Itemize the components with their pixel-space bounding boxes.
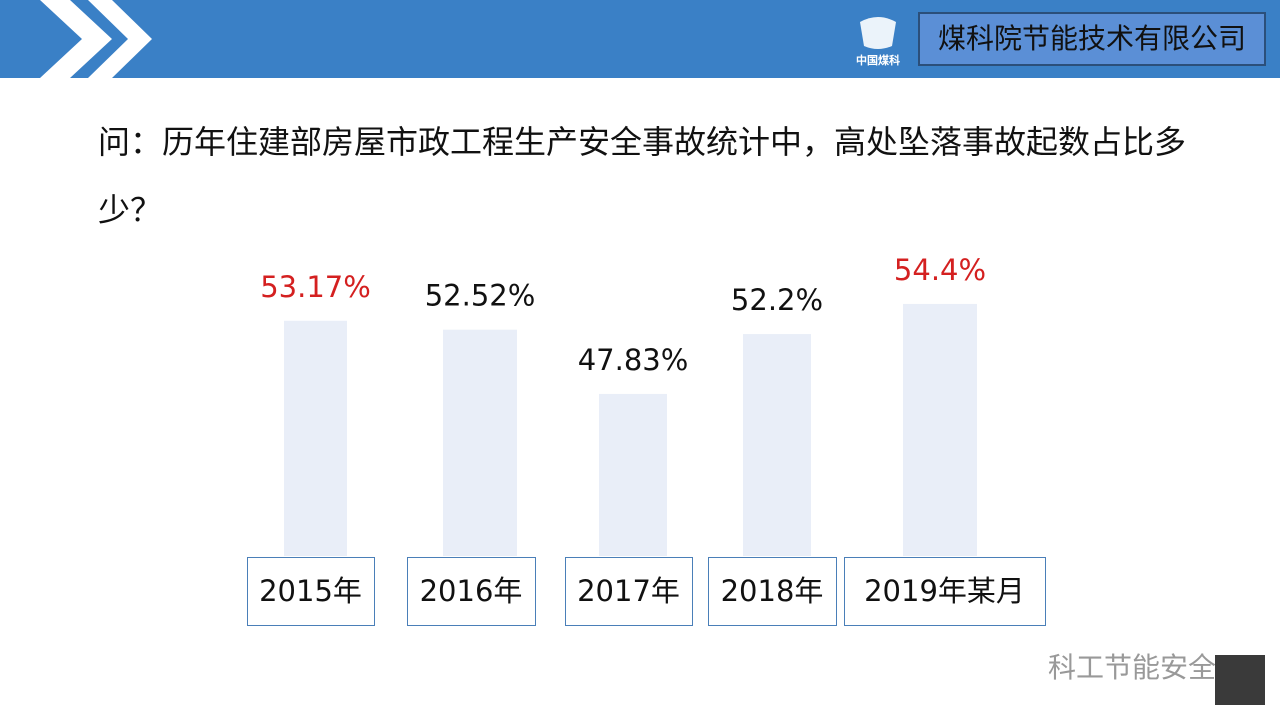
x-tick-label: 2015年 (259, 574, 362, 608)
category-box (708, 557, 837, 626)
bar (284, 320, 347, 556)
watermark: 科工节能安全 (1048, 651, 1217, 684)
category-box (407, 557, 536, 626)
value-label: 53.17% (260, 270, 371, 304)
category-box (565, 557, 693, 626)
category-box (247, 557, 375, 626)
chevrons (40, 0, 152, 78)
header-bar: 中国煤科 煤科院节能技术有限公司 (0, 0, 1280, 78)
x-tick-label: 2016年 (420, 574, 523, 608)
value-label: 47.83% (578, 343, 689, 377)
category-box (844, 557, 1046, 626)
logo-text: 中国煤科 (856, 54, 900, 67)
question: 问：历年住建部房屋市政工程生产安全事故统计中，高处坠落事故起数占比多少？ (98, 123, 1187, 229)
x-tick-label: 2019年某月 (864, 574, 1025, 608)
corner-square (1215, 655, 1265, 705)
x-tick-label: 2017年 (577, 574, 680, 608)
bar (903, 303, 977, 556)
value-label: 52.52% (425, 279, 536, 313)
company-name: 煤科院节能技术有限公司 (918, 12, 1266, 66)
value-label: 54.4% (894, 253, 986, 287)
value-label: 52.2% (731, 283, 823, 317)
bar (443, 329, 517, 556)
bar (599, 393, 667, 556)
bar (743, 334, 811, 556)
x-tick-label: 2018年 (721, 574, 824, 608)
